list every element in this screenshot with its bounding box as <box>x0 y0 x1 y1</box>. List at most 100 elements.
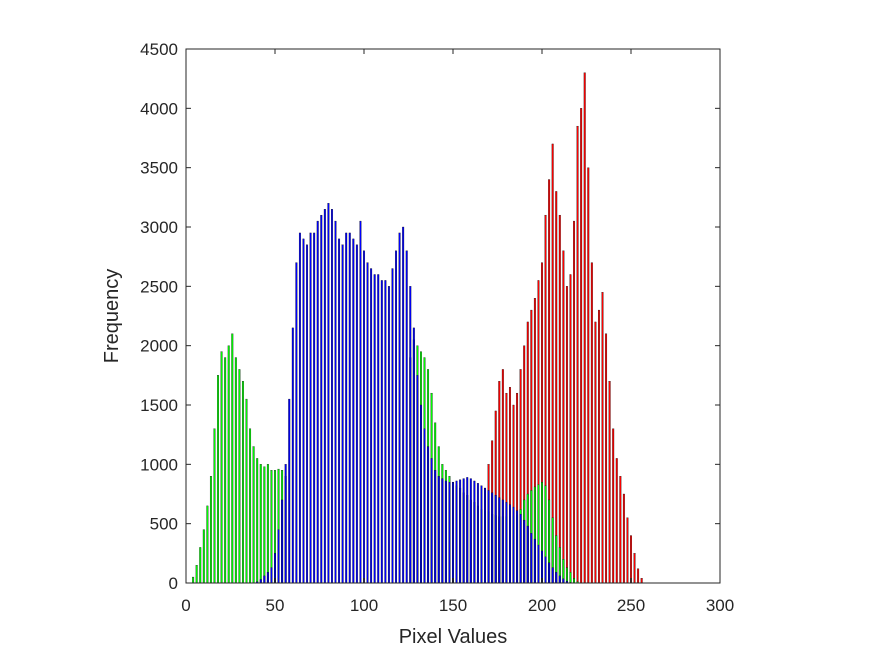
histogram-bar-s2-44 <box>263 575 266 584</box>
histogram-bar-s2-204 <box>548 562 551 584</box>
x-axis-label: Pixel Values <box>399 626 508 648</box>
histogram-bar-s0-222 <box>580 108 583 584</box>
histogram-bar-s2-208 <box>555 572 558 584</box>
histogram-bar-s2-92 <box>348 232 351 584</box>
histogram-bar-s1-218 <box>573 578 575 584</box>
histogram-bar-s2-66 <box>302 238 305 584</box>
histogram-bar-s1-40 <box>256 458 259 584</box>
histogram-bar-s2-192 <box>526 525 529 584</box>
histogram-bar-s2-188 <box>519 514 522 584</box>
histogram-bar-s2-90 <box>345 232 348 584</box>
histogram-bar-s0-240 <box>612 428 615 584</box>
histogram-bar-s2-80 <box>327 203 330 584</box>
histogram-bar-s1-28 <box>234 357 237 584</box>
histogram-bar-s2-210 <box>558 575 561 584</box>
histogram-bar-s1-8 <box>199 547 202 584</box>
x-tick-label-300: 300 <box>706 596 734 615</box>
histogram-bar-s2-156 <box>462 478 465 584</box>
histogram-bar-s2-78 <box>323 209 326 584</box>
histogram-bar-s2-206 <box>551 567 554 584</box>
y-tick-label-500: 500 <box>150 515 178 534</box>
histogram-bar-s2-176 <box>498 497 501 584</box>
ticks-group: 0 50 100 150 200 250 3000500100015002000250030… <box>140 40 734 615</box>
y-tick-label-3000: 3000 <box>140 218 178 237</box>
histogram-bar-s2-180 <box>505 502 508 584</box>
histogram-bar-s2-138 <box>430 458 433 584</box>
histogram-bar-s0-254 <box>637 568 640 584</box>
histogram-bar-s2-100 <box>363 250 365 584</box>
histogram-bar-s2-172 <box>491 492 494 584</box>
y-tick-label-1500: 1500 <box>140 396 178 415</box>
histogram-bar-s0-232 <box>598 309 600 584</box>
histogram-bar-s1-20 <box>220 351 223 584</box>
histogram-bar-s0-248 <box>626 517 629 584</box>
y-axis-label: Frequency <box>101 269 123 364</box>
histogram-bar-s2-190 <box>523 519 526 584</box>
histogram-bar-s2-146 <box>444 480 447 584</box>
histogram-bar-s1-16 <box>213 428 216 584</box>
histogram-bar-s2-96 <box>355 244 358 584</box>
histogram-bar-s2-136 <box>427 446 430 584</box>
histogram-bar-s2-116 <box>391 268 394 584</box>
histogram-bar-s2-166 <box>480 485 483 584</box>
histogram-bar-s0-228 <box>590 262 593 584</box>
histogram-bar-s2-52 <box>277 529 280 584</box>
histogram-bar-s2-212 <box>562 578 565 584</box>
histogram-bar-s0-244 <box>619 476 622 584</box>
histogram-bar-s2-120 <box>398 232 401 584</box>
histogram-bar-s2-46 <box>266 572 269 584</box>
histogram-bar-s2-48 <box>270 567 273 584</box>
x-tick-label-50: 50 <box>266 596 285 615</box>
histogram-bar-s1-30 <box>238 369 241 584</box>
histogram-bar-s2-58 <box>288 398 291 584</box>
histogram-bar-s2-70 <box>309 232 312 584</box>
histogram-bar-s0-234 <box>601 292 604 584</box>
histogram-bar-s2-74 <box>316 220 319 584</box>
histogram-bar-s2-84 <box>334 220 337 584</box>
histogram-bar-s2-88 <box>341 244 344 584</box>
histogram-bar-s0-220 <box>576 125 579 584</box>
histogram-bar-s2-98 <box>359 220 362 584</box>
x-tick-label-250: 250 <box>617 596 645 615</box>
histogram-bar-s2-184 <box>512 506 515 584</box>
histogram-bar-s1-26 <box>231 333 234 584</box>
histogram-bar-s0-216 <box>569 274 572 584</box>
histogram-bar-s2-62 <box>295 262 298 584</box>
histogram-bar-s2-142 <box>437 476 440 584</box>
histogram-bar-s1-24 <box>227 345 230 584</box>
histogram-bar-s2-104 <box>370 268 373 584</box>
histogram-bar-s2-140 <box>434 470 437 584</box>
histogram-bar-s2-144 <box>441 478 444 584</box>
histogram-bar-s2-76 <box>320 214 323 584</box>
histogram-bar-s2-182 <box>509 504 511 584</box>
histogram-bar-s2-194 <box>530 533 533 584</box>
histogram-bar-s2-82 <box>331 209 333 584</box>
histogram-bar-s2-196 <box>533 538 536 584</box>
histogram-bar-s1-214 <box>565 567 568 584</box>
histogram-bar-s2-72 <box>313 232 316 584</box>
histogram-bar-s1-216 <box>569 572 572 584</box>
y-tick-label-2000: 2000 <box>140 337 178 356</box>
histogram-bar-s2-124 <box>405 250 408 584</box>
histogram-bar-s2-42 <box>259 579 262 584</box>
histogram-bar-s2-68 <box>306 244 308 584</box>
histogram-bar-s1-12 <box>206 505 209 584</box>
histogram-bar-s1-10 <box>202 529 205 584</box>
histogram-bar-s2-54 <box>281 499 284 584</box>
y-tick-label-2500: 2500 <box>140 277 178 296</box>
histogram-bar-s2-106 <box>373 274 376 584</box>
histogram-bar-s0-256 <box>640 578 643 584</box>
histogram-bar-s2-150 <box>452 481 454 584</box>
histogram-bar-s0-210 <box>558 214 561 584</box>
histogram-bar-s2-130 <box>416 375 419 584</box>
histogram-bar-s2-160 <box>469 478 472 584</box>
histogram-bar-s2-132 <box>420 404 422 584</box>
histogram-bar-s1-38 <box>252 446 255 584</box>
x-tick-label-100: 100 <box>350 596 378 615</box>
histogram-bar-s1-22 <box>224 357 227 584</box>
histogram-bar-s2-186 <box>516 510 519 584</box>
histogram-bar-s2-118 <box>395 250 397 584</box>
histogram-bar-s0-230 <box>594 321 597 584</box>
histogram-bar-s1-6 <box>195 565 198 584</box>
